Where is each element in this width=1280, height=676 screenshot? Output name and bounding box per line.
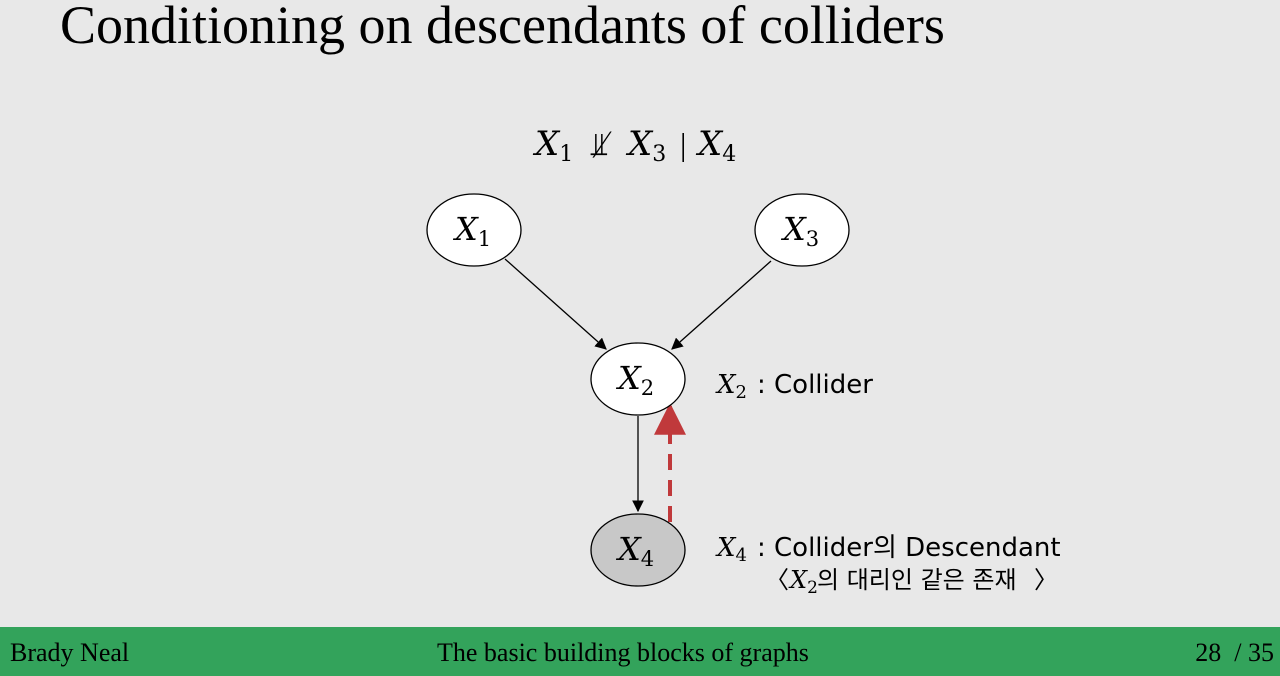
footer-page-number: 28 / 35 [1195, 638, 1274, 668]
svg-text:X4: X4 [715, 533, 747, 566]
svg-text:〈: 〈 [765, 566, 789, 594]
causal-graph: X1 ⫫̸ X3 | X4 X1 X3 X2 X4 X2 : Collider … [426, 124, 1061, 598]
stmt-rhs-sub: 3 [652, 142, 666, 167]
svg-text:X4: X4 [695, 124, 736, 167]
svg-text:X2: X2 [615, 359, 654, 400]
page-separator: / [1234, 638, 1242, 667]
svg-text:: Collider: : Collider [757, 370, 873, 400]
page-total: 35 [1248, 638, 1274, 667]
svg-text:〉: 〉 [1034, 566, 1058, 594]
svg-text:의 대리인 같은 존재: 의 대리인 같은 존재 [817, 566, 1017, 594]
node-x2: X2 [590, 342, 686, 416]
svg-text:X3: X3 [625, 124, 666, 167]
stmt-lhs: X [532, 124, 561, 164]
footer-bar: Brady Neal The basic building blocks of … [0, 627, 1280, 676]
node-x4: X4 [590, 513, 686, 587]
annotation-x4-descendant: X4 : Collider의 Descendant [715, 533, 1061, 566]
independence-statement: X1 ⫫̸ X3 | X4 [532, 124, 736, 167]
footer-author: Brady Neal [10, 638, 130, 667]
stmt-rhs: X [625, 124, 654, 164]
annotation-x4-note: 〈 X2 의 대리인 같은 존재 〉 [765, 566, 1058, 598]
slide-title: Conditioning on descendants of colliders [60, 0, 945, 55]
svg-text:X1: X1 [532, 124, 573, 167]
annotation-x2-collider: X2 : Collider [715, 370, 873, 403]
page-current: 28 [1195, 638, 1222, 667]
footer-subject: The basic building blocks of graphs [437, 638, 809, 667]
edge-x1-x2 [504, 258, 607, 350]
edge-x3-x2 [671, 260, 772, 350]
svg-text:X2: X2 [788, 566, 818, 598]
stmt-cond: X [695, 124, 724, 164]
svg-text:X1: X1 [452, 210, 491, 251]
node-x1: X1 [426, 193, 522, 267]
svg-text:X2: X2 [715, 370, 747, 403]
not-independent-symbol: ⫫̸ [589, 125, 612, 163]
given-bar: | [680, 126, 686, 162]
stmt-lhs-sub: 1 [559, 142, 573, 167]
svg-text:X4: X4 [615, 530, 654, 571]
stmt-cond-sub: 4 [722, 142, 736, 167]
svg-text:X3: X3 [780, 210, 819, 251]
svg-text:: Collider의 Descendant: : Collider의 Descendant [757, 533, 1061, 563]
node-x3: X3 [754, 193, 850, 267]
